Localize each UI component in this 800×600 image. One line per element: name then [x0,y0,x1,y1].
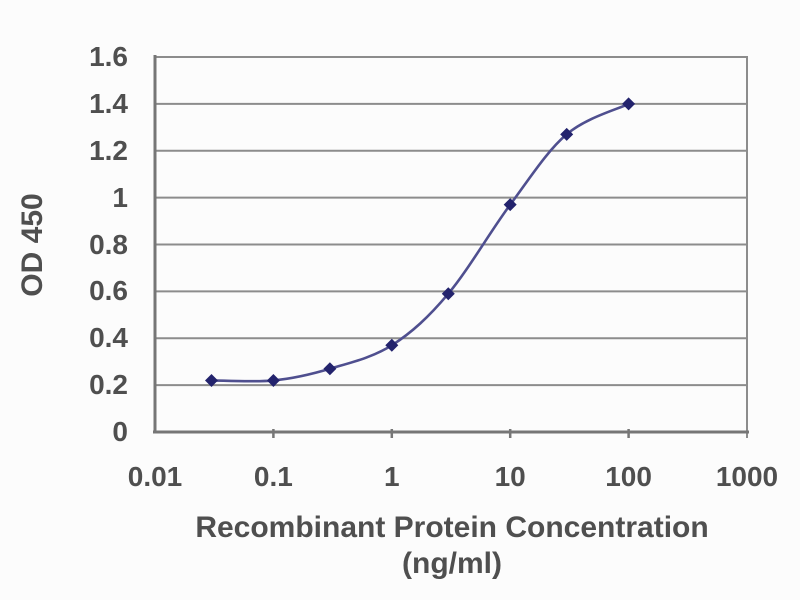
y-tick-label: 1 [112,181,128,213]
data-curve [210,102,630,383]
y-tick-label: 0.2 [89,369,128,401]
data-point-marker [560,127,574,141]
x-tick-label: 1000 [715,461,779,492]
data-point-marker [622,97,636,111]
data-point-marker [441,287,455,301]
y-tick-label: 1.2 [89,134,128,166]
x-tick-label: 0.1 [253,461,293,492]
data-point-marker [266,373,280,387]
y-tick-label: 1.6 [89,41,128,72]
y-tick-label: 1.4 [89,87,128,119]
data-point-marker [323,362,337,376]
y-tick-label: 0 [112,416,128,447]
data-point-marker [385,338,399,352]
x-axis-title: Recombinant Protein Concentration (ng/ml… [195,511,709,580]
data-point-marker [204,373,218,387]
x-tick-label: 10 [494,461,526,492]
y-tick-label: 0.6 [89,275,128,307]
y-tick-label: 0.4 [89,322,128,354]
x-tick-label: 0.01 [127,461,183,492]
data-point-marker [503,198,517,212]
x-tick-label: 1 [384,461,400,492]
x-tick-label: 100 [605,461,652,492]
y-tick-label: 0.8 [89,228,128,260]
